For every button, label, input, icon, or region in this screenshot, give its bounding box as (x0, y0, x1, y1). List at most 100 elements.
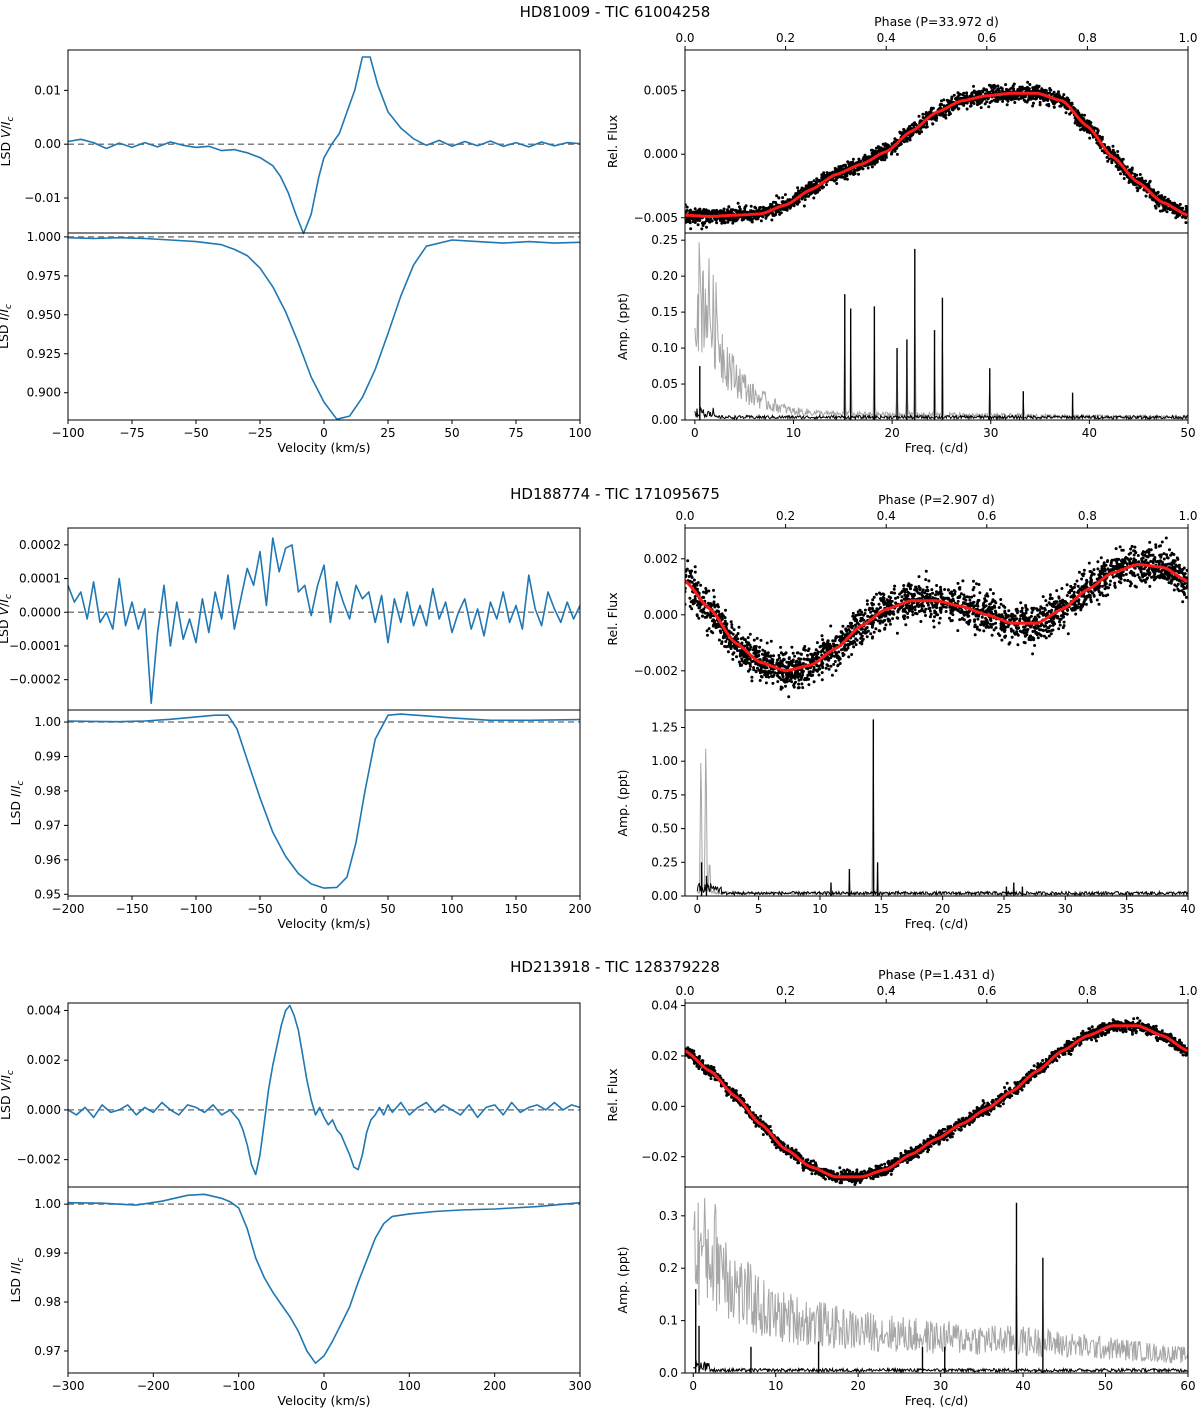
y-tick-label: 0.004 (27, 1003, 61, 1017)
phase-axis-label: Phase (P=33.972 d) (874, 14, 999, 29)
x-tick-label: 0.4 (877, 509, 896, 523)
y-axis-label: Rel. Flux (605, 592, 620, 645)
x-tick-label: 40 (1180, 902, 1195, 916)
x-tick-label: 100 (569, 426, 592, 440)
x-tick-label: 200 (483, 1379, 506, 1393)
y-tick-label: 0.900 (27, 386, 61, 400)
x-tick-label: 10 (812, 902, 827, 916)
x-tick-label: −150 (116, 902, 149, 916)
light-curve-fit (684, 1024, 1189, 1179)
x-tick-label: −100 (222, 1379, 255, 1393)
x-tick-label: 0.0 (675, 984, 694, 998)
y-tick-label: 0.99 (34, 750, 61, 764)
y-axis-label: LSD I/Ic (8, 1257, 26, 1302)
y-axis-label: Rel. Flux (605, 115, 620, 168)
x-tick-label: 15 (874, 902, 889, 916)
x-tick-label: 30 (933, 1379, 948, 1393)
x-axis-label: Velocity (km/s) (278, 1393, 371, 1408)
stokes-v-profile (67, 1004, 581, 1176)
x-axis-label: Velocity (km/s) (278, 916, 371, 931)
x-tick-label: −100 (180, 902, 213, 916)
x-tick-label: 0.0 (675, 509, 694, 523)
block-title: HD81009 - TIC 61004258 (520, 3, 711, 21)
x-tick-label: 20 (884, 426, 899, 440)
y-tick-label: 0.98 (34, 1295, 61, 1309)
phase-axis-label: Phase (P=1.431 d) (878, 967, 995, 982)
x-tick-label: 0 (693, 902, 701, 916)
x-tick-label: 100 (441, 902, 464, 916)
periodogram-frame (684, 709, 1189, 897)
y-tick-label: 0.3 (659, 1209, 678, 1223)
x-tick-label: 50 (1180, 426, 1195, 440)
periodogram-frame (684, 232, 1189, 421)
x-tick-label: 200 (569, 902, 592, 916)
x-tick-label: 50 (1098, 1379, 1113, 1393)
x-tick-label: 0.4 (877, 31, 896, 45)
periodogram-panel: 0.00 0.25 0.50 0.75 1.00 1.25 Amp. (ppt) 0 5 10 15… (615, 709, 1196, 931)
x-tick-label: −50 (247, 902, 272, 916)
y-tick-label: 0.925 (27, 347, 61, 361)
x-axis-label: Freq. (c/d) (905, 440, 969, 455)
x-tick-label: 0 (320, 902, 328, 916)
periodogram-residual (693, 1360, 1188, 1373)
y-tick-label: 0.20 (651, 269, 678, 283)
y-tick-label: 0.00 (651, 413, 678, 427)
x-tick-label: 300 (569, 1379, 592, 1393)
y-tick-label: 0.00 (651, 1099, 678, 1113)
y-tick-label: 0.950 (27, 308, 61, 322)
x-tick-label: 0.4 (877, 984, 896, 998)
y-tick-label: 0.96 (34, 853, 61, 867)
y-tick-label: 0.10 (651, 341, 678, 355)
x-tick-label: 20 (935, 902, 950, 916)
y-tick-label: −0.0002 (9, 673, 61, 687)
x-tick-label: −25 (247, 426, 272, 440)
y-tick-label: 0.002 (644, 552, 678, 566)
y-tick-label: 0.98 (34, 784, 61, 798)
x-tick-label: 0.8 (1078, 984, 1097, 998)
periodogram-plot-area (692, 1197, 1188, 1373)
y-tick-label: 0.000 (27, 1103, 61, 1117)
y-axis-label: LSD V/Ic (0, 116, 16, 166)
x-tick-label: −300 (52, 1379, 85, 1393)
periodogram-plot-area (696, 719, 1188, 896)
y-tick-label: −0.01 (24, 191, 61, 205)
y-tick-label: 0.0001 (19, 572, 61, 586)
stokes-i-profile (67, 236, 581, 421)
stokes-i-panel: 0.97 0.98 0.99 1.00 LSD I/Ic −300 −200 −100 0 100… (8, 1186, 592, 1408)
periodogram-residual (694, 405, 1188, 420)
x-tick-label: −75 (119, 426, 144, 440)
y-axis-label: LSD I/Ic (0, 304, 14, 349)
y-tick-label: −0.0001 (9, 639, 61, 653)
light-curve-panel: −0.005 0.000 0.005 Rel. Flux 0.0 0.2 0.4 0.6 0.8… (605, 14, 1198, 234)
x-tick-label: 0.2 (776, 31, 795, 45)
periodogram-panel: 0.0 0.1 0.2 0.3 Amp. (ppt) 0 10 20 30 40 50 60 Freq.… (615, 1186, 1196, 1408)
periodogram-plot-area (694, 242, 1188, 420)
x-tick-label: 25 (996, 902, 1011, 916)
y-tick-label: 0.000 (644, 608, 678, 622)
x-tick-label: 40 (1082, 426, 1097, 440)
y-axis-label: Amp. (ppt) (615, 1246, 630, 1313)
light-curve-fit (684, 562, 1189, 673)
y-tick-label: 1.00 (34, 1197, 61, 1211)
star-block-hd188774: HD188774 - TIC 171095675 −0.0002 −0.0001 0.… (0, 485, 1198, 931)
stokes-i-panel: 0.95 0.96 0.97 0.98 0.99 1.00 LSD I/Ic −200 −150… (8, 709, 592, 931)
periodogram-panel: 0.00 0.05 0.10 0.15 0.20 0.25 Amp. (ppt) 0 10 20 3… (615, 232, 1196, 455)
y-axis-label: Amp. (ppt) (615, 769, 630, 836)
stokes-i-profile (67, 1193, 581, 1364)
y-axis-label: Amp. (ppt) (615, 293, 630, 360)
block-title: HD188774 - TIC 171095675 (510, 485, 720, 503)
x-tick-label: 0.0 (675, 31, 694, 45)
y-tick-label: 0.15 (651, 305, 678, 319)
y-tick-label: 0.0000 (19, 605, 61, 619)
x-tick-label: 60 (1180, 1379, 1195, 1393)
x-tick-label: 1.0 (1178, 509, 1197, 523)
x-tick-label: 5 (755, 902, 763, 916)
x-tick-label: 20 (851, 1379, 866, 1393)
x-tick-label: 50 (380, 902, 395, 916)
stokes-i-profile (67, 713, 581, 889)
x-tick-label: 40 (1015, 1379, 1030, 1393)
x-tick-label: 0.6 (977, 31, 996, 45)
y-tick-label: 0.1 (659, 1314, 678, 1328)
x-tick-label: 1.0 (1178, 31, 1197, 45)
